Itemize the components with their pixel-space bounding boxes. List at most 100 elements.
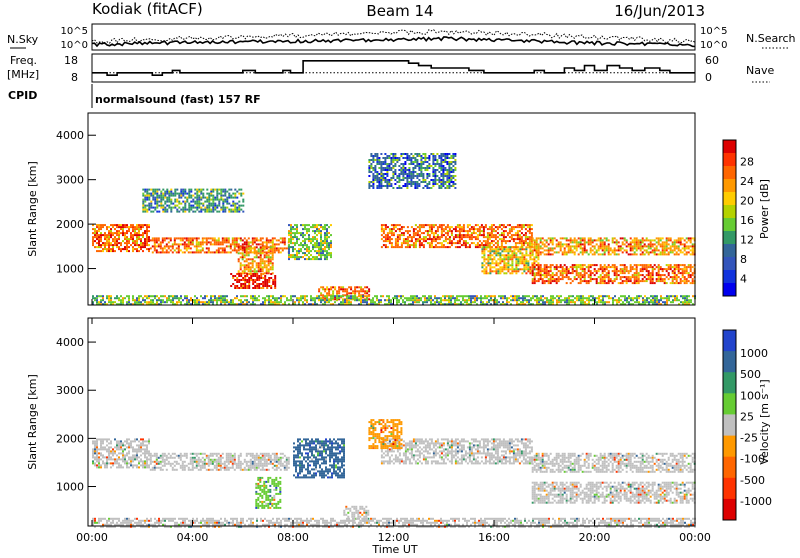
cell bbox=[652, 280, 654, 282]
cell bbox=[454, 183, 456, 185]
cell bbox=[240, 273, 242, 275]
cell bbox=[188, 203, 190, 205]
cell bbox=[184, 295, 186, 297]
cell bbox=[452, 171, 454, 173]
cell bbox=[350, 286, 352, 288]
cell bbox=[602, 266, 604, 268]
cell bbox=[515, 226, 517, 228]
cell bbox=[190, 191, 192, 193]
band-8 bbox=[532, 237, 696, 255]
cell bbox=[634, 247, 636, 249]
cell bbox=[640, 243, 642, 245]
cell bbox=[432, 159, 434, 161]
cell bbox=[108, 240, 110, 242]
cell bbox=[560, 249, 562, 251]
cell bbox=[92, 242, 94, 244]
cell bbox=[538, 247, 540, 249]
cell bbox=[476, 295, 478, 297]
cell bbox=[513, 268, 515, 270]
cell bbox=[632, 239, 634, 241]
cell bbox=[382, 295, 384, 297]
cell bbox=[580, 245, 582, 247]
cell bbox=[206, 243, 208, 245]
cell bbox=[507, 266, 509, 268]
cell bbox=[452, 153, 454, 155]
cell bbox=[484, 297, 486, 299]
cell bbox=[310, 242, 312, 244]
cell bbox=[552, 299, 554, 301]
cell bbox=[422, 161, 424, 163]
cell bbox=[416, 187, 418, 189]
cell bbox=[439, 242, 441, 244]
cell bbox=[458, 299, 460, 301]
cell bbox=[158, 243, 160, 245]
cell bbox=[168, 205, 170, 207]
cell bbox=[302, 244, 304, 246]
cell bbox=[306, 230, 308, 232]
cell bbox=[397, 240, 399, 242]
cell bbox=[400, 171, 402, 173]
cell bbox=[294, 301, 296, 303]
cell bbox=[246, 295, 248, 297]
cell bbox=[590, 249, 592, 251]
cell bbox=[372, 161, 374, 163]
cell bbox=[600, 276, 602, 278]
cell bbox=[574, 301, 576, 303]
cell bbox=[572, 266, 574, 268]
cell bbox=[312, 246, 314, 248]
cell bbox=[100, 226, 102, 228]
cell bbox=[548, 249, 550, 251]
cell bbox=[499, 238, 501, 240]
cell bbox=[590, 237, 592, 239]
cell bbox=[440, 155, 442, 157]
cell bbox=[98, 224, 100, 226]
cell bbox=[664, 249, 666, 251]
cell bbox=[550, 301, 552, 303]
cell bbox=[401, 246, 403, 248]
cell bbox=[360, 288, 362, 290]
cell bbox=[328, 246, 330, 248]
cell bbox=[622, 241, 624, 243]
cell bbox=[308, 230, 310, 232]
cell bbox=[110, 242, 112, 244]
cell bbox=[489, 232, 491, 234]
cell bbox=[164, 209, 166, 211]
cell bbox=[402, 157, 404, 159]
cell bbox=[188, 245, 190, 247]
cell bbox=[497, 244, 499, 246]
cell bbox=[252, 237, 254, 239]
cell bbox=[580, 251, 582, 253]
cell bbox=[680, 241, 682, 243]
cell bbox=[692, 274, 694, 276]
cell bbox=[471, 242, 473, 244]
cell bbox=[648, 253, 650, 255]
cell bbox=[260, 243, 262, 245]
cell bbox=[140, 224, 142, 226]
cell bbox=[152, 299, 154, 301]
cell bbox=[210, 237, 212, 239]
cell bbox=[676, 245, 678, 247]
cell bbox=[388, 163, 390, 165]
cell bbox=[608, 278, 610, 280]
cell bbox=[268, 256, 270, 258]
cell bbox=[248, 266, 250, 268]
cell bbox=[160, 195, 162, 197]
cell bbox=[634, 253, 636, 255]
cell bbox=[628, 276, 630, 278]
cell bbox=[214, 241, 216, 243]
cell bbox=[461, 234, 463, 236]
cell bbox=[144, 301, 146, 303]
cell bbox=[384, 185, 386, 187]
cell bbox=[260, 277, 262, 279]
cell bbox=[110, 236, 112, 238]
cell bbox=[366, 299, 368, 301]
cell bbox=[422, 179, 424, 181]
cell bbox=[670, 266, 672, 268]
cell bbox=[230, 205, 232, 207]
cell bbox=[278, 301, 280, 303]
cell bbox=[258, 295, 260, 297]
cell bbox=[536, 237, 538, 239]
cell bbox=[538, 251, 540, 253]
cell bbox=[428, 299, 430, 301]
cell bbox=[120, 250, 122, 252]
